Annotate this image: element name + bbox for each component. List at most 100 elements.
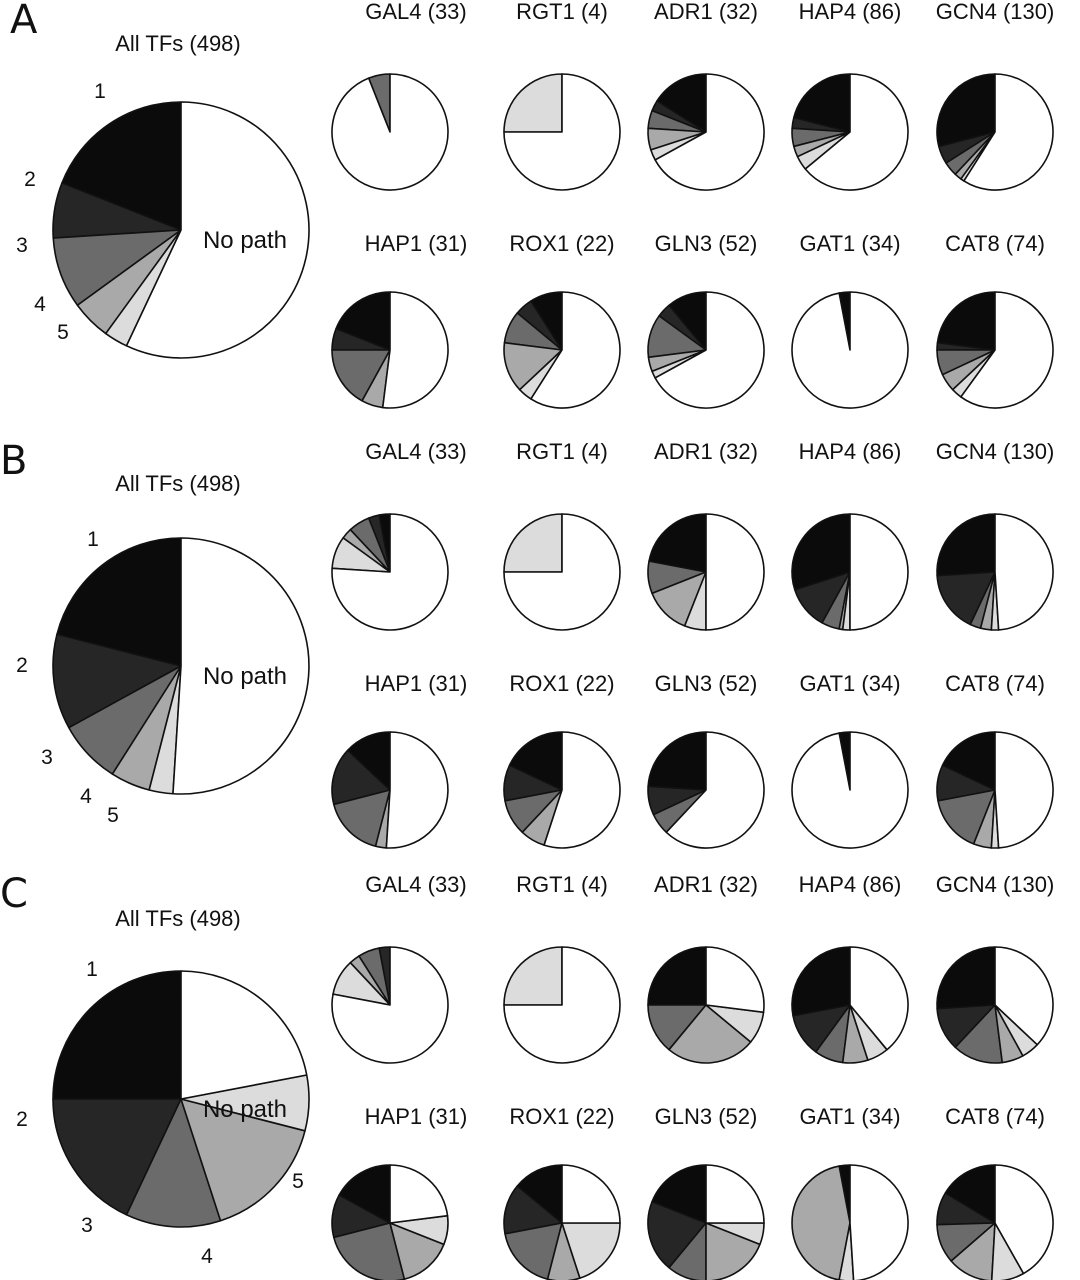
panel-a-rgt1-pie: RGT1 (4) [503,0,621,191]
panel-a-adr1-pie-slice-no-path [654,73,765,191]
panel-b-rox1-pie-title: ROX1 (22) [509,671,614,696]
panel-a-gal4-pie: GAL4 (33) [331,0,467,191]
panel-c-rox1-pie-title: ROX1 (22) [509,1104,614,1129]
panel-a-hap4-pie-title: HAP4 (86) [799,0,902,24]
panel-b-hap4-pie-title: HAP4 (86) [799,439,902,464]
panel-b-gcn4-pie-slice-no-path [994,513,1054,631]
panel-c-rox1-pie: ROX1 (22) [503,1104,621,1280]
panel-b-cat8-pie-slice-no-path [994,731,1054,849]
charts-layer: All TFs (498) 1 2 3 4 5 No path GAL4 (33) RGT1 (… [16,0,1054,1280]
panel-a-all-tfs-pie: All TFs (498) 1 2 3 45 No path [16,31,310,359]
panel-a-rox1-pie-slice-path-4 [503,341,563,391]
panel-a-gal4-pie-slice-no-path [331,73,449,191]
panel-c-all-tfs-pie-label-no-path: No path [203,1096,287,1123]
panel-c-gat1-pie-slice-no-path [849,1164,909,1280]
panel-c-adr1-pie-slice-path-1 [647,946,707,1006]
panel-b-gat1-pie-slice-no-path [791,731,909,849]
panel-b-gat1-pie-title: GAT1 (34) [799,671,900,696]
panel-a-cat8-pie-slice-path-1 [936,291,996,351]
panel-a-all-tfs-pie-label-path-3: 3 [16,234,28,257]
panel-b-adr1-pie-slice-no-path [705,513,765,631]
panel-c-gln3-pie-slice-no-path [705,1164,765,1224]
panel-c-gcn4-pie-slice-path-3 [954,1004,1004,1064]
panel-a-rgt1-pie-title: RGT1 (4) [516,0,608,24]
panel-c-gat1-pie: GAT1 (34) [791,1104,909,1280]
panel-a-hap4-pie-slice-no-path [804,73,909,191]
panel-a-rox1-pie: ROX1 (22) [503,231,621,409]
panel-b-all-tfs-pie-label-path-2: 2 [16,654,28,677]
panel-c-gln3-pie-slice-path-1 [651,1164,707,1224]
panel-b-adr1-pie-title: ADR1 (32) [654,439,758,464]
panel-b-cat8-pie-slice-path-1 [941,731,996,791]
panel-b-cat8-pie-slice-path-3 [937,789,996,845]
panel-a-gcn4-pie-slice-path-1 [936,73,996,148]
panel-a-all-tfs-pie-label-path-4: 4 [34,293,46,316]
panel-b-gal4-pie-title: GAL4 (33) [365,439,467,464]
panel-b-rgt1-pie-slice-path-5 [503,513,563,573]
panel-a-gln3-pie-title: GLN3 (52) [655,231,758,256]
panel-c-rox1-pie-slice-path-1 [516,1164,563,1224]
panel-c-cat8-pie-slice-path-4 [950,1222,996,1280]
panel-c-all-tfs-pie-slice-path-4 [180,1098,306,1222]
panel-a-all-tfs-pie-label-no-path: No path [203,227,287,254]
panel-c-hap4-pie-slice-path-1 [791,946,851,1017]
panel-a-gal4-pie-title: GAL4 (33) [365,0,467,24]
panel-c-hap4-pie: HAP4 (86) [791,872,909,1064]
panel-b-hap1-pie-slice-no-path [385,731,449,849]
panel-b-hap1-pie-slice-path-2 [331,749,391,806]
panel-b-all-tfs-pie-label-path-5: 5 [107,804,119,827]
panel-c-gln3-pie-slice-path-4 [705,1222,761,1280]
panel-c-all-tfs-pie-slice-path-2 [52,1098,182,1216]
panel-a-cat8-pie: CAT8 (74) [936,231,1054,409]
panel-a-cat8-pie-title: CAT8 (74) [945,231,1045,256]
panel-a-gat1-pie: GAT1 (34) [791,231,909,409]
panel-b-all-tfs-pie-label-no-path: No path [203,663,287,690]
panel-b-rgt1-pie-slice-no-path [503,513,621,631]
panel-a-hap1-pie: HAP1 (31) [331,231,467,409]
panel-a-rgt1-pie-slice-path-5 [503,73,563,133]
panel-b-gcn4-pie-title: GCN4 (130) [936,439,1055,464]
panel-c-gat1-pie-title: GAT1 (34) [799,1104,900,1129]
panel-b-hap4-pie: HAP4 (86) [791,439,909,631]
panel-c-all-tfs-pie-label-path-3: 3 [81,1214,93,1237]
panel-c-rgt1-pie-slice-no-path [503,946,621,1064]
panel-c-cat8-pie-slice-no-path [994,1164,1054,1275]
panel-c-gcn4-pie-slice-no-path [994,946,1054,1046]
panel-b-cat8-pie: CAT8 (74) [936,671,1054,849]
panel-a-adr1-pie-slice-path-1 [656,73,707,133]
panel-b-all-tfs-pie-slice-path-2 [52,633,182,729]
panel-a-gln3-pie-slice-no-path [654,291,765,409]
panel-b-gal4-pie-slice-no-path [331,513,449,631]
panel-a-gat1-pie-title: GAT1 (34) [799,231,900,256]
panel-a-gcn4-pie-slice-no-path [963,73,1054,191]
panel-c-all-tfs-pie-label-path-2: 2 [16,1108,28,1131]
panel-a-hap1-pie-slice-path-3 [331,349,391,402]
panel-b-gcn4-pie-slice-path-2 [936,571,996,626]
panel-c-all-tfs-pie-title: All TFs (498) [115,906,241,931]
panel-b-gln3-pie-title: GLN3 (52) [655,671,758,696]
panel-a-rgt1-pie-slice-no-path [503,73,621,191]
panel-b-all-tfs-pie-label-path-1: 1 [87,528,99,551]
panel-a-all-tfs-pie-label-path-2: 2 [24,168,36,191]
panel-c-rox1-pie-slice-no-path [561,1164,621,1224]
panel-a-rox1-pie-title: ROX1 (22) [509,231,614,256]
panel-b-hap1-pie-slice-path-3 [333,789,391,847]
panel-c-hap1-pie: HAP1 (31) [331,1104,467,1280]
panel-b-gln3-pie: GLN3 (52) [647,671,765,849]
panel-c-all-tfs-pie-label-path-1: 1 [86,958,98,981]
panel-c-hap1-pie-slice-no-path [389,1164,449,1224]
panel-b-rgt1-pie-title: RGT1 (4) [516,439,608,464]
panel-c-rox1-pie-slice-path-3 [504,1222,563,1280]
panel-b-hap4-pie-slice-no-path [849,513,909,631]
panel-c-gln3-pie: GLN3 (52) [647,1104,765,1280]
panel-a-rox1-pie-slice-no-path [530,291,621,409]
panel-c-gat1-pie-slice-path-4 [791,1165,851,1280]
panel-a-all-tfs-pie-slice-path-1 [61,101,182,231]
panel-b-rox1-pie-slice-no-path [543,731,621,849]
panel-b-gln3-pie-slice-path-1 [647,731,707,791]
panel-c-hap1-pie-slice-path-3 [333,1222,406,1280]
panel-b-adr1-pie: ADR1 (32) [647,439,765,631]
panel-c-adr1-pie-slice-path-3 [647,1004,707,1051]
panel-c-all-tfs-pie-label-path-5: 5 [292,1170,304,1193]
